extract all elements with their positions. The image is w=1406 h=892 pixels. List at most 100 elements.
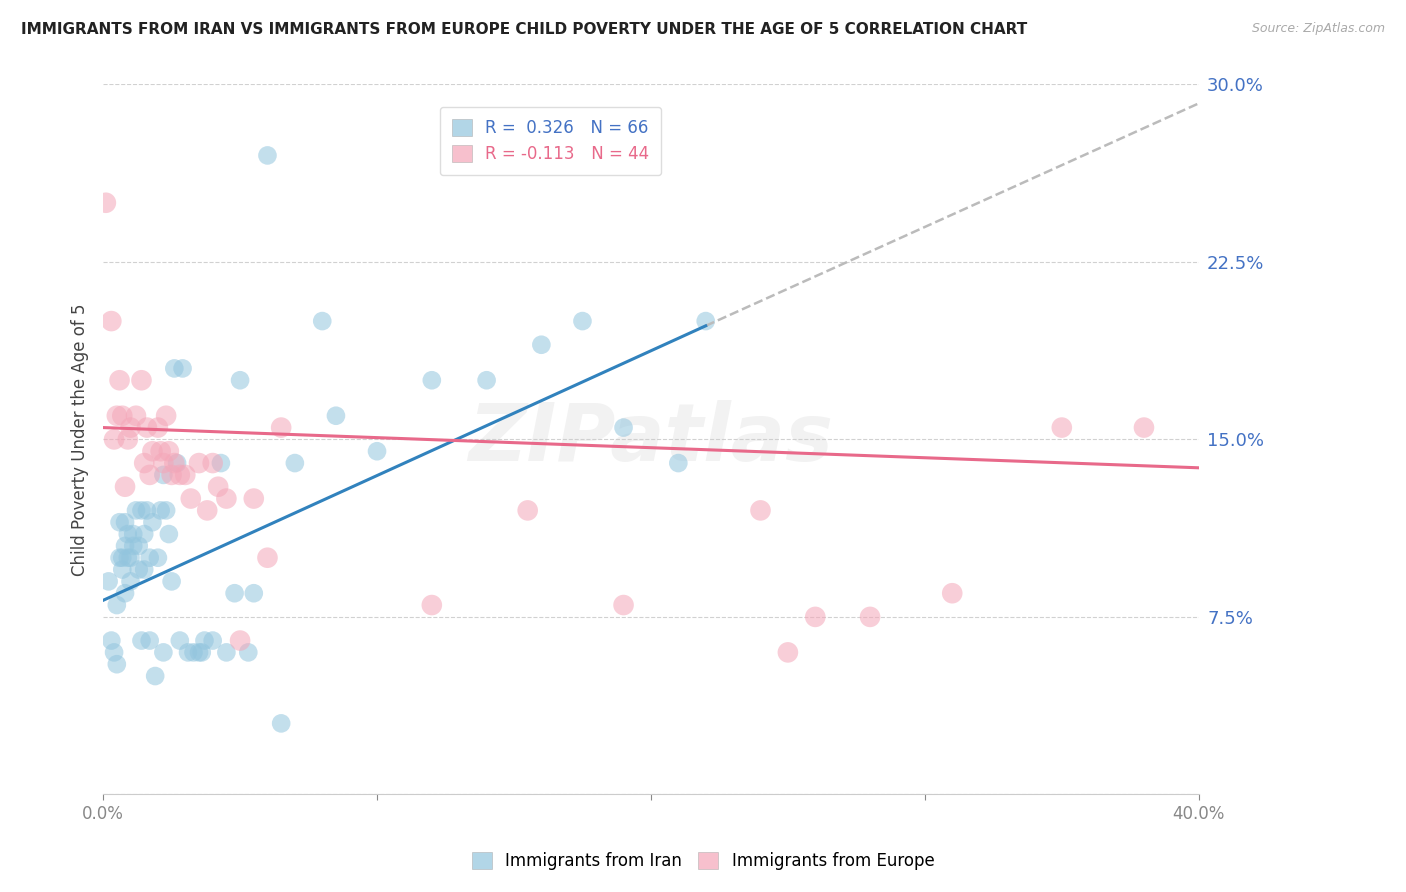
Point: [103, 645, 125, 659]
Point: [128, 563, 150, 577]
Point: [120, 574, 142, 589]
Point: [366, 444, 388, 458]
Point: [256, 550, 278, 565]
Point: [105, 409, 128, 423]
Point: [138, 550, 160, 565]
Point: [146, 420, 169, 434]
Point: [136, 503, 159, 517]
Point: [141, 515, 163, 529]
Point: [229, 633, 252, 648]
Point: [152, 467, 174, 482]
Point: [152, 456, 174, 470]
Point: [114, 480, 136, 494]
Point: [94, 195, 117, 210]
Point: [111, 563, 134, 577]
Point: [284, 456, 307, 470]
Point: [201, 456, 224, 470]
Point: [100, 314, 122, 328]
Point: [146, 550, 169, 565]
Point: [666, 456, 689, 470]
Point: [163, 361, 186, 376]
Point: [163, 456, 186, 470]
Point: [103, 433, 125, 447]
Point: [201, 633, 224, 648]
Point: [195, 503, 218, 517]
Point: [311, 314, 333, 328]
Point: [516, 503, 538, 517]
Point: [183, 645, 205, 659]
Point: [131, 503, 153, 517]
Point: [270, 420, 292, 434]
Point: [215, 645, 238, 659]
Point: [695, 314, 717, 328]
Point: [117, 433, 139, 447]
Point: [941, 586, 963, 600]
Point: [169, 633, 191, 648]
Point: [238, 645, 260, 659]
Point: [117, 527, 139, 541]
Point: [612, 598, 634, 612]
Point: [114, 515, 136, 529]
Point: [117, 550, 139, 565]
Point: [125, 409, 148, 423]
Point: [420, 598, 443, 612]
Point: [166, 456, 188, 470]
Point: [157, 444, 180, 458]
Point: [111, 409, 134, 423]
Point: [859, 610, 882, 624]
Point: [111, 550, 134, 565]
Point: [108, 515, 131, 529]
Point: [1133, 420, 1156, 434]
Point: [325, 409, 347, 423]
Point: [97, 574, 120, 589]
Point: [224, 586, 246, 600]
Point: [141, 444, 163, 458]
Point: [612, 420, 634, 434]
Legend: R =  0.326  N = 66, R = -0.113  N = 44: R = 0.326 N = 66, R = -0.113 N = 44: [440, 107, 661, 175]
Point: [804, 610, 827, 624]
Point: [122, 539, 145, 553]
Point: [131, 633, 153, 648]
Point: [155, 409, 177, 423]
Point: [120, 550, 142, 565]
Point: [155, 503, 177, 517]
Text: IMMIGRANTS FROM IRAN VS IMMIGRANTS FROM EUROPE CHILD POVERTY UNDER THE AGE OF 5 : IMMIGRANTS FROM IRAN VS IMMIGRANTS FROM …: [21, 22, 1028, 37]
Point: [134, 456, 156, 470]
Y-axis label: Child Poverty Under the Age of 5: Child Poverty Under the Age of 5: [72, 303, 89, 575]
Point: [1050, 420, 1073, 434]
Point: [420, 373, 443, 387]
Point: [209, 456, 232, 470]
Point: [100, 633, 122, 648]
Point: [114, 586, 136, 600]
Point: [242, 586, 264, 600]
Point: [105, 598, 128, 612]
Point: [143, 669, 166, 683]
Point: [190, 645, 212, 659]
Point: [749, 503, 772, 517]
Point: [125, 503, 148, 517]
Point: [149, 503, 172, 517]
Point: [188, 456, 211, 470]
Point: [108, 550, 131, 565]
Point: [169, 467, 191, 482]
Legend: Immigrants from Iran, Immigrants from Europe: Immigrants from Iran, Immigrants from Eu…: [465, 845, 941, 877]
Text: ZIPatlas: ZIPatlas: [468, 401, 834, 478]
Point: [122, 527, 145, 541]
Point: [256, 148, 278, 162]
Point: [174, 467, 197, 482]
Text: Source: ZipAtlas.com: Source: ZipAtlas.com: [1251, 22, 1385, 36]
Point: [160, 467, 183, 482]
Point: [160, 574, 183, 589]
Point: [188, 645, 211, 659]
Point: [776, 645, 799, 659]
Point: [215, 491, 238, 506]
Point: [571, 314, 593, 328]
Point: [475, 373, 498, 387]
Point: [152, 645, 174, 659]
Point: [138, 633, 160, 648]
Point: [134, 527, 156, 541]
Point: [134, 563, 156, 577]
Point: [136, 420, 159, 434]
Point: [105, 657, 128, 672]
Point: [131, 373, 153, 387]
